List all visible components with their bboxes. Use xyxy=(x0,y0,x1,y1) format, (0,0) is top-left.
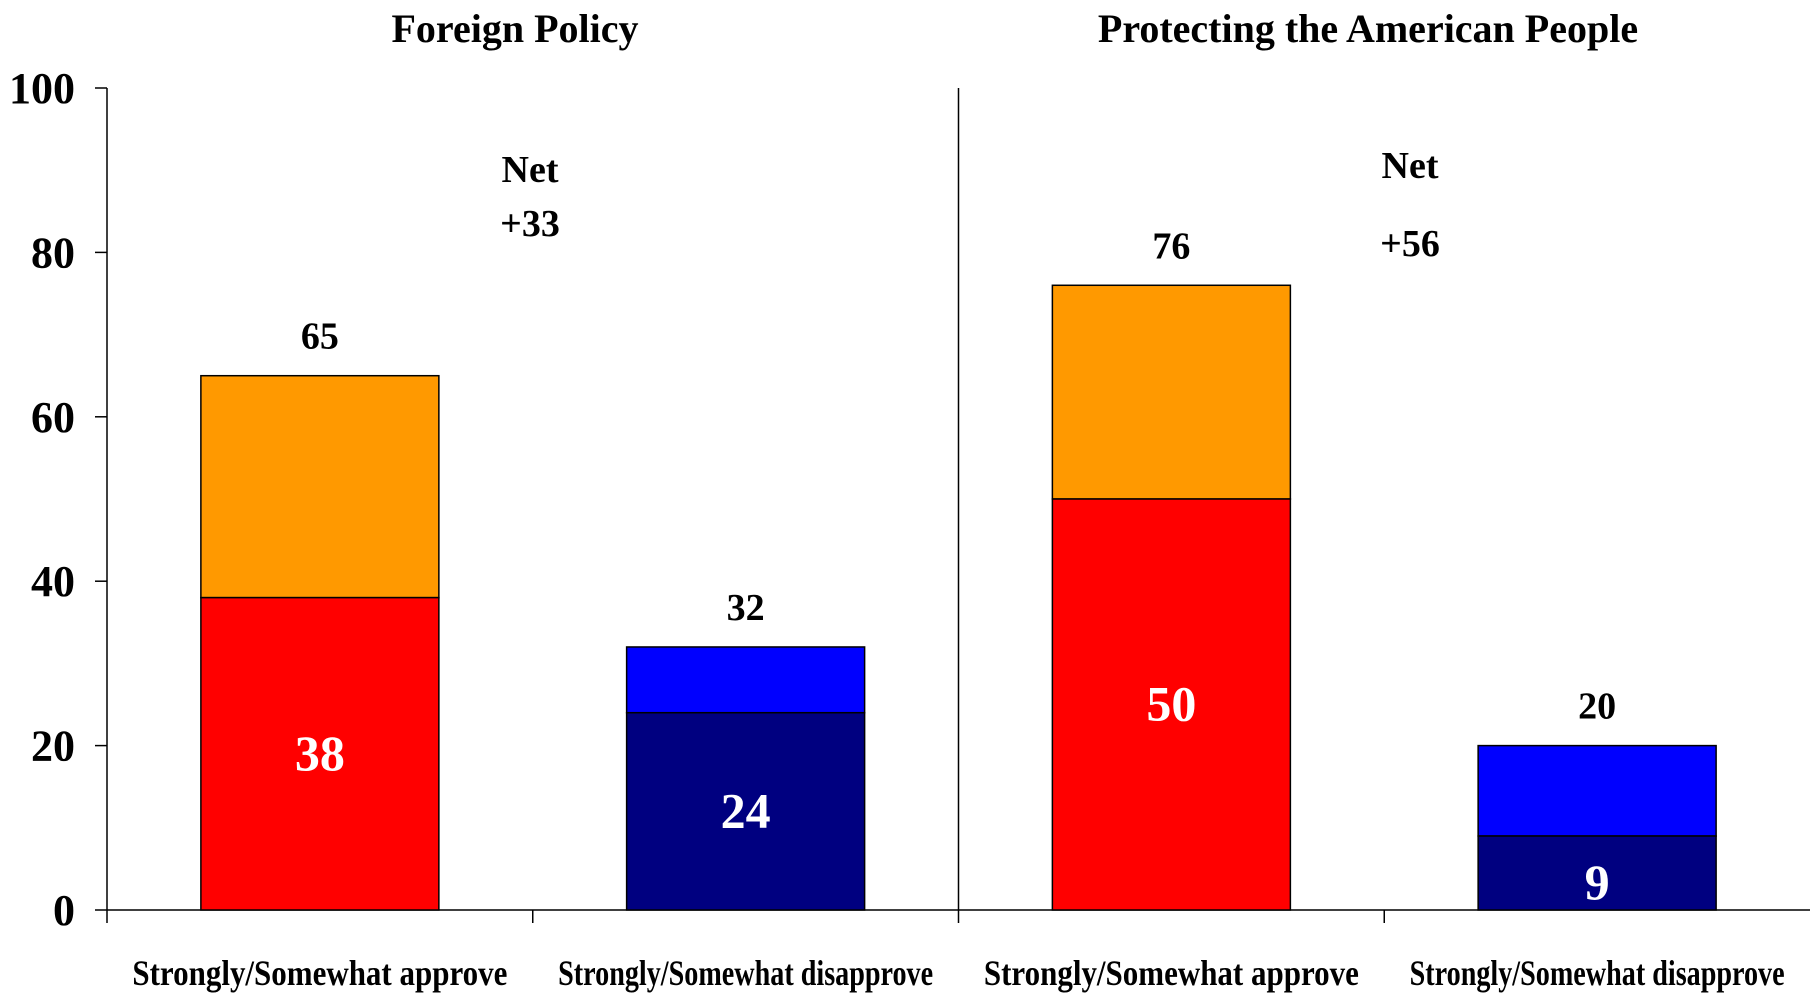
net-label: Net xyxy=(502,149,559,191)
bar-segment-somewhat xyxy=(200,374,440,599)
panel-title: Foreign Policy xyxy=(392,6,639,51)
bar-segment-strong xyxy=(1051,498,1292,911)
bars xyxy=(200,284,1717,911)
y-tick-label: 80 xyxy=(31,228,75,277)
bar-segment-somewhat xyxy=(1051,284,1292,500)
bar-label-strong: 38 xyxy=(295,725,345,781)
x-tick-label: Strongly/Somewhat disapprove xyxy=(558,953,933,993)
y-tick-label: 100 xyxy=(9,64,75,113)
net-value: +33 xyxy=(500,203,560,245)
y-tick-label: 20 xyxy=(31,722,75,771)
bar-label-total: 20 xyxy=(1578,686,1616,728)
y-tick-label: 40 xyxy=(31,557,75,606)
x-tick-label: Strongly/Somewhat approve xyxy=(132,953,507,993)
bar-label-strong: 9 xyxy=(1585,854,1610,910)
bar-label-total: 32 xyxy=(727,587,765,629)
labels: Foreign Policy 38 65 Strongly/Somewhat appr… xyxy=(132,6,1784,993)
x-tick-label: Strongly/Somewhat disapprove xyxy=(1410,953,1785,993)
x-tick-label: Strongly/Somewhat approve xyxy=(984,953,1359,993)
bar-segment-somewhat xyxy=(1477,744,1717,837)
bar-segment-somewhat xyxy=(625,646,866,714)
bar-segment-strong xyxy=(1477,835,1717,911)
bar-segment-strong xyxy=(200,596,440,911)
bar-label-strong: 24 xyxy=(721,782,771,838)
net-label: Net xyxy=(1382,145,1439,187)
panel-title: Protecting the American People xyxy=(1098,6,1638,51)
net-value: +56 xyxy=(1380,223,1440,265)
bar-segment-strong xyxy=(625,711,866,911)
y-tick-label: 60 xyxy=(31,393,75,442)
y-tick-label: 0 xyxy=(53,886,75,935)
bar-label-total: 65 xyxy=(301,316,339,358)
bar-label-total: 76 xyxy=(1152,225,1190,267)
bar-label-strong: 50 xyxy=(1146,676,1196,732)
